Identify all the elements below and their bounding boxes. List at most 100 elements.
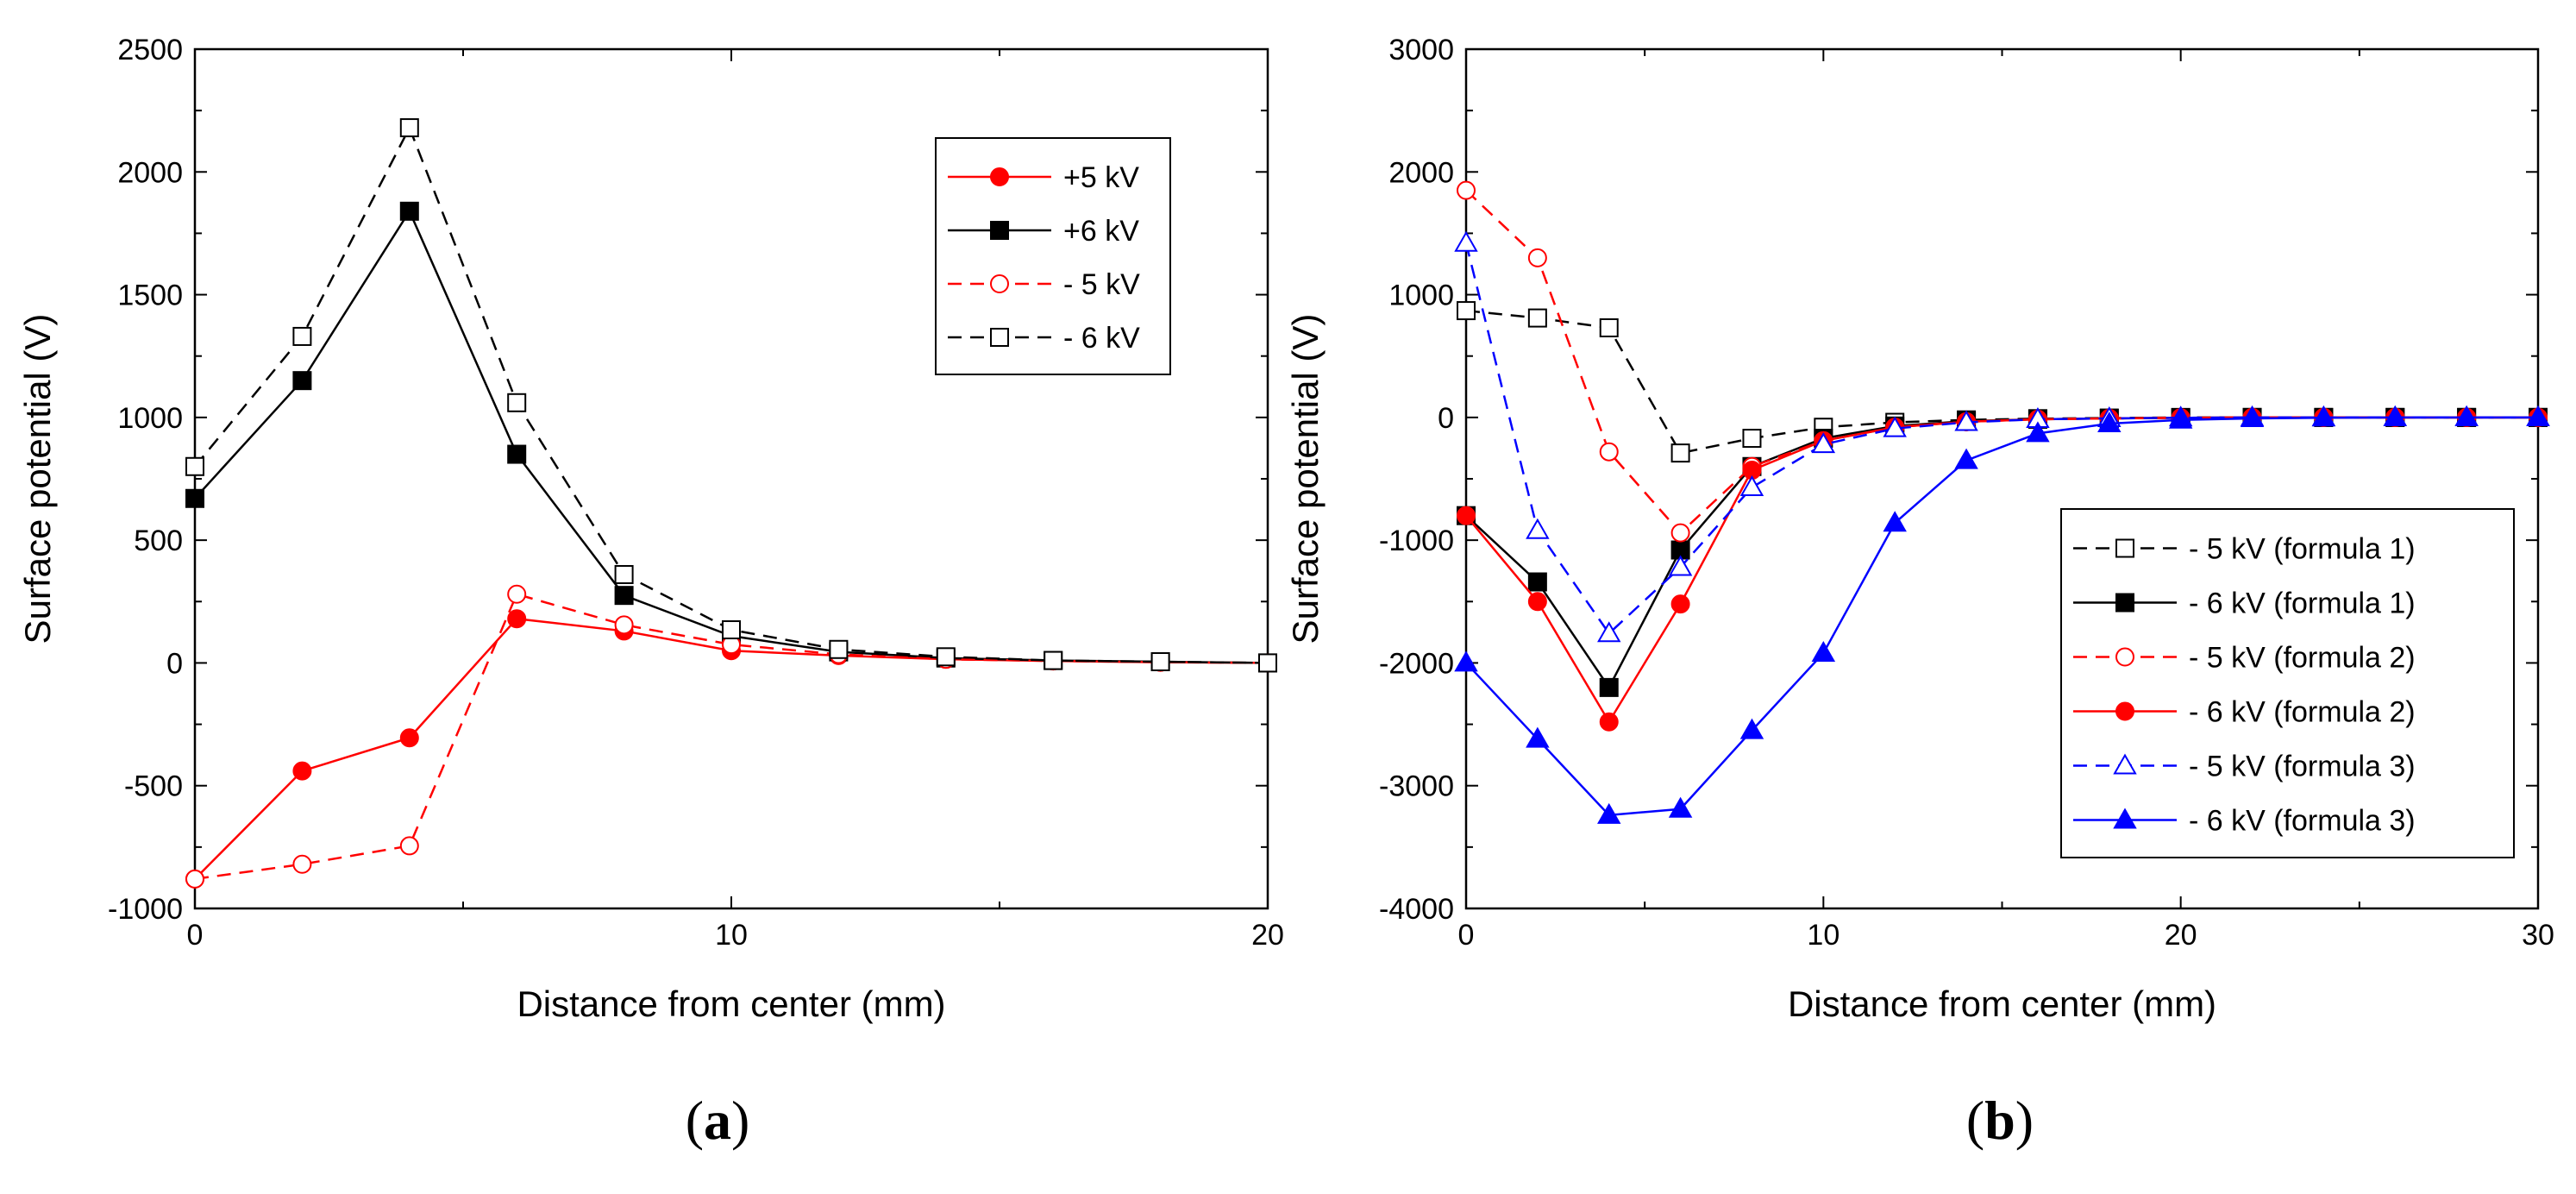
data-point <box>1739 718 1764 739</box>
series-line <box>1465 189 2538 535</box>
data-point <box>1599 712 1619 732</box>
data-point <box>1527 248 1547 267</box>
x-tick-label: 20 <box>2165 919 2197 952</box>
data-point <box>1527 572 1547 592</box>
x-axis-title: Distance from center (mm) <box>517 983 945 1024</box>
y-tick-label: -3000 <box>1379 770 1454 803</box>
data-point <box>292 326 312 346</box>
data-point <box>399 836 419 856</box>
legend-entry-label: - 6 kV (formula 2) <box>2189 696 2416 729</box>
data-point <box>614 615 634 635</box>
data-point <box>2526 405 2550 426</box>
y-tick-label: -500 <box>124 770 183 803</box>
data-point <box>1599 317 1619 337</box>
y-tick-label: 500 <box>134 525 183 557</box>
data-point <box>1883 511 1907 532</box>
series-3 <box>1457 180 2548 543</box>
series-line <box>194 593 1269 881</box>
legend-entry-label: - 5 kV (formula 2) <box>2189 642 2416 675</box>
data-point <box>1668 555 1693 576</box>
data-point <box>2026 421 2050 443</box>
y-tick-label: -2000 <box>1379 647 1454 680</box>
panel-label: (a) <box>686 1090 750 1151</box>
data-point <box>1150 652 1170 672</box>
data-point <box>399 118 419 138</box>
y-tick-label: 3000 <box>1388 34 1454 66</box>
data-point <box>1670 443 1690 463</box>
data-point <box>1527 308 1547 328</box>
data-point <box>1811 432 1836 454</box>
y-tick-label: 1500 <box>117 280 183 312</box>
legend-entry-label: - 6 kV <box>1063 322 1140 355</box>
y-tick-label: -4000 <box>1379 893 1454 926</box>
data-point <box>399 728 419 748</box>
data-point <box>1457 301 1476 321</box>
y-tick-label: 1000 <box>1388 280 1454 312</box>
legend-marker <box>990 221 1009 240</box>
data-point <box>614 586 634 606</box>
data-point <box>1258 653 1277 673</box>
data-point <box>1597 802 1621 824</box>
x-tick-label: 30 <box>2522 919 2554 952</box>
data-point <box>1954 410 1978 431</box>
series-line <box>1465 416 2538 817</box>
panel-label-close: ) <box>2015 1090 2034 1151</box>
data-point <box>2240 405 2265 427</box>
x-tick-label: 0 <box>187 919 204 952</box>
legend-entry-label: - 5 kV <box>1063 268 1140 301</box>
data-point <box>1742 429 1762 449</box>
data-point <box>1883 416 1907 437</box>
data-point <box>1739 474 1764 496</box>
data-point <box>614 564 634 584</box>
legend-marker <box>2115 593 2134 613</box>
data-point <box>1668 796 1693 818</box>
legend-marker <box>2115 701 2134 721</box>
panel-label-letter: b <box>1984 1090 2015 1151</box>
data-point <box>1454 230 1478 252</box>
legend-marker <box>2113 808 2137 829</box>
x-tick-label: 0 <box>1458 919 1475 952</box>
legend-marker <box>990 274 1009 293</box>
x-tick-label: 10 <box>1807 919 1840 952</box>
legend-entry-label: +5 kV <box>1063 161 1139 194</box>
data-point <box>1457 506 1476 525</box>
data-point <box>722 620 741 640</box>
data-point <box>185 869 204 889</box>
data-point <box>1597 621 1621 643</box>
data-point <box>2383 405 2407 426</box>
series-line <box>1465 309 2538 455</box>
data-point <box>507 393 527 412</box>
data-point <box>1599 442 1619 462</box>
panel-label-open: ( <box>686 1090 704 1151</box>
legend-entry-label: +6 kV <box>1063 215 1139 248</box>
legend-marker <box>2115 538 2134 558</box>
panel-label-close: ) <box>731 1090 749 1151</box>
data-point <box>936 647 956 667</box>
data-point <box>399 201 419 221</box>
data-point <box>1526 518 1550 539</box>
data-point <box>185 456 204 476</box>
y-tick-label: -1000 <box>1379 525 1454 557</box>
series-4 <box>185 118 1277 673</box>
y-tick-label: 0 <box>1438 402 1454 435</box>
data-point <box>1527 592 1547 612</box>
data-point <box>507 609 527 629</box>
legend-entry-label: - 6 kV (formula 3) <box>2189 805 2416 838</box>
y-axis-title: Surface potential (V) <box>17 314 58 644</box>
x-tick-label: 20 <box>1251 919 1284 952</box>
series-layer <box>1454 180 2550 824</box>
y-tick-label: -1000 <box>108 893 183 926</box>
legend-entry-label: - 5 kV (formula 1) <box>2189 533 2416 566</box>
data-point <box>292 761 312 781</box>
data-point <box>1454 650 1478 672</box>
panel-label-open: ( <box>1966 1090 1984 1151</box>
y-tick-label: 0 <box>166 647 183 680</box>
series-6 <box>1454 405 2550 824</box>
y-tick-label: 2000 <box>1388 156 1454 189</box>
data-point <box>1599 677 1619 697</box>
data-point <box>292 371 312 391</box>
data-point <box>1457 180 1476 200</box>
panel-label-letter: a <box>704 1090 731 1151</box>
legend: +5 kV +6 kV - 5 kV - 6 kV <box>935 137 1171 375</box>
